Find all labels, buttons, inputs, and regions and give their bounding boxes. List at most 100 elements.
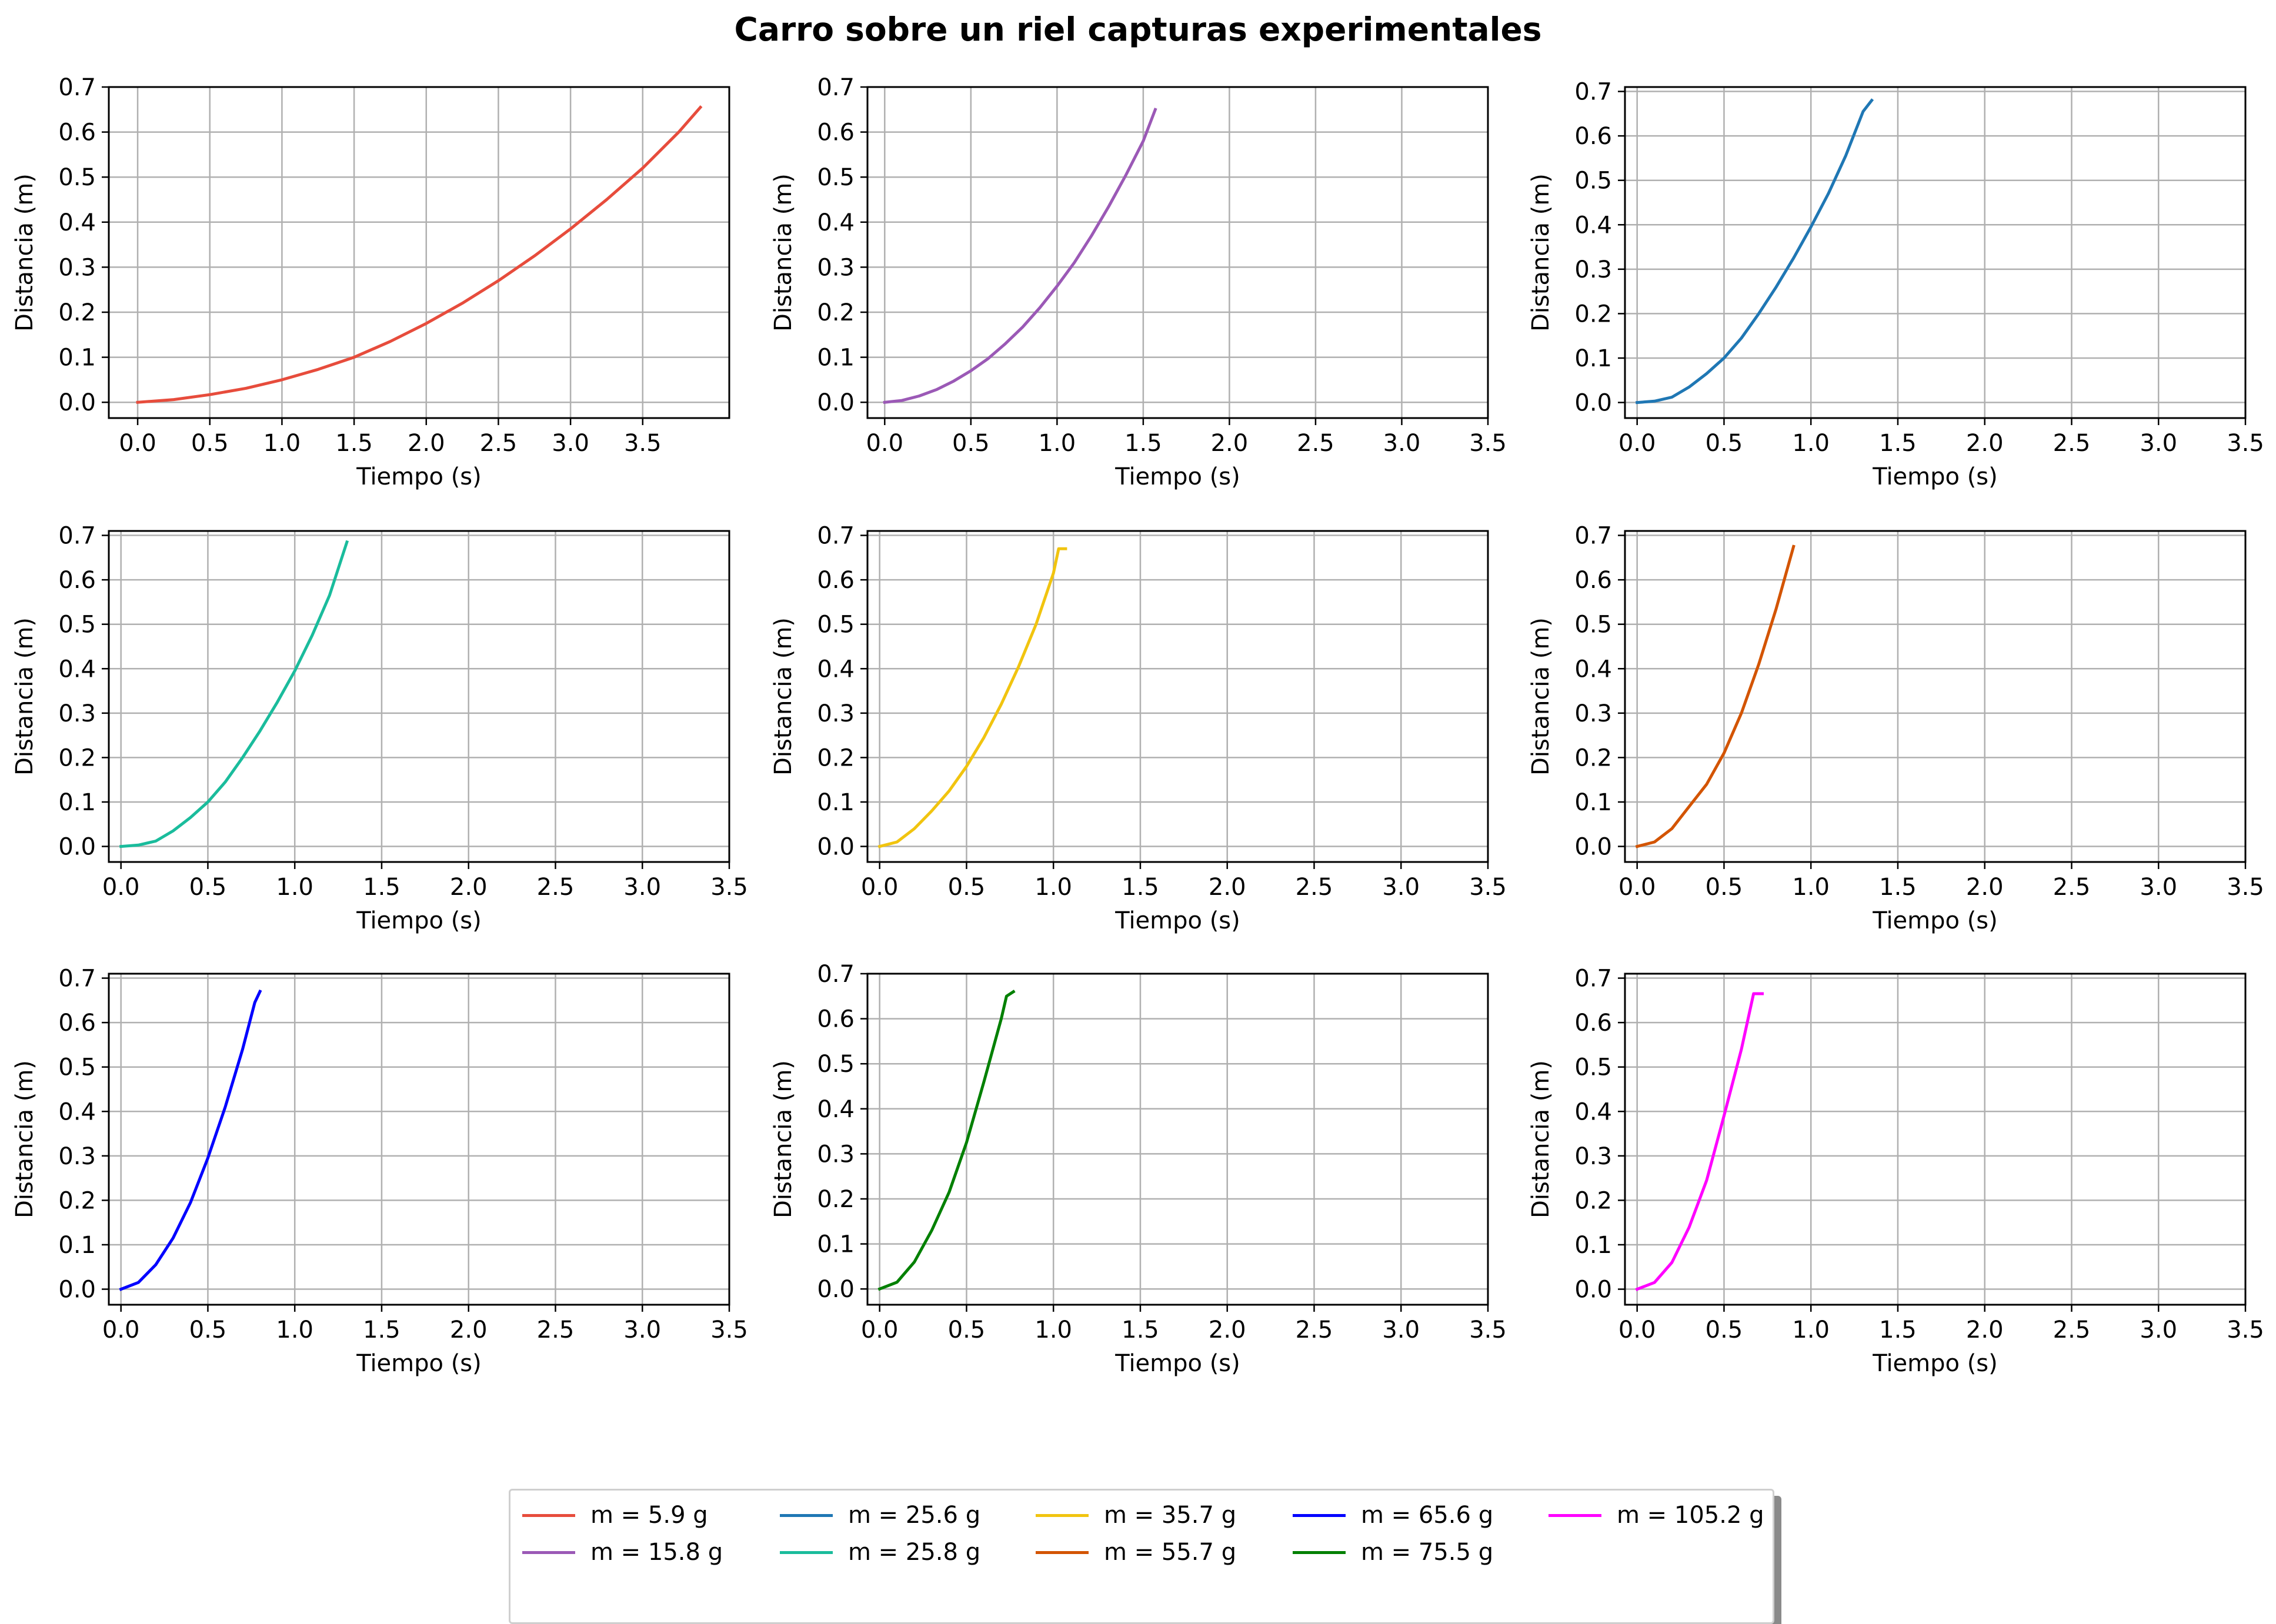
x-tick-label: 1.5 [335, 430, 373, 457]
x-tick-label: 2.5 [2053, 874, 2091, 901]
x-axis-label: Tiempo (s) [1114, 907, 1240, 934]
x-tick-label: 1.0 [1792, 1316, 1830, 1344]
x-tick-label: 0.0 [1618, 430, 1656, 457]
y-tick-label: 0.3 [817, 254, 855, 281]
x-tick-label: 0.5 [948, 1316, 986, 1344]
y-axis-label: Distancia (m) [1527, 617, 1554, 776]
x-tick-label: 3.5 [624, 430, 662, 457]
x-tick-label: 0.5 [189, 874, 227, 901]
series-line [883, 108, 1157, 404]
legend-entry: m = 25.6 g [780, 1498, 980, 1533]
x-tick-label: 2.0 [1209, 874, 1246, 901]
legend-entry: m = 15.8 g [522, 1535, 723, 1570]
y-tick-label: 0.7 [58, 965, 96, 993]
series-line [119, 989, 262, 1291]
x-tick-label: 2.0 [1209, 1316, 1246, 1344]
x-tick-label: 3.5 [710, 874, 748, 901]
y-axis-label: Distancia (m) [11, 173, 38, 332]
legend-label: m = 55.7 g [1104, 1539, 1237, 1566]
axes-frame [866, 530, 1489, 863]
x-tick-label: 1.5 [1879, 874, 1917, 901]
y-tick-label: 0.4 [817, 209, 855, 236]
subplot-4: 0.0 0.5 1.0 1.5 2.0 2.5 3.0 3.5 0.0 0.1 0.2 0.3 0.4 0… [11, 523, 748, 934]
series-line [1635, 992, 1764, 1291]
legend-swatch [1036, 1551, 1089, 1554]
x-tick-label: 3.5 [2227, 874, 2264, 901]
x-tick-label: 2.0 [1966, 430, 2004, 457]
x-tick-label: 2.5 [480, 430, 518, 457]
legend-label: m = 65.6 g [1361, 1502, 1494, 1529]
y-tick-label: 0.2 [58, 299, 96, 326]
legend: m = 5.9 g m = 15.8 g m = 25.6 g m = 25.8 g m… [509, 1489, 1774, 1624]
y-tick-label: 0.4 [58, 656, 96, 683]
x-tick-label: 1.5 [363, 1316, 401, 1344]
y-tick-label: 0.7 [817, 523, 855, 550]
y-tick-label: 0.2 [1574, 300, 1612, 328]
y-tick-label: 0.5 [817, 164, 855, 191]
x-tick-label: 0.5 [189, 1316, 227, 1344]
subplot-5: 0.0 0.5 1.0 1.5 2.0 2.5 3.0 3.5 0.0 0.1 0.2 0.3 0.4 0… [770, 523, 1507, 934]
x-tick-label: 0.0 [1618, 1316, 1656, 1344]
y-tick-label: 0.0 [817, 389, 855, 416]
y-tick-label: 0.7 [58, 523, 96, 550]
x-tick-label: 2.5 [2053, 430, 2091, 457]
legend-entry: m = 55.7 g [1036, 1535, 1236, 1570]
x-tick-label: 0.0 [119, 430, 156, 457]
y-tick-label: 0.3 [817, 700, 855, 727]
y-tick-label: 0.2 [1574, 1187, 1612, 1214]
x-tick-label: 1.5 [1879, 1316, 1917, 1344]
x-tick-label: 1.5 [1122, 874, 1159, 901]
series-line [1635, 544, 1796, 848]
x-tick-label: 2.0 [1211, 430, 1249, 457]
y-tick-label: 0.2 [817, 744, 855, 771]
x-axis-label: Tiempo (s) [1872, 907, 1998, 934]
y-tick-label: 0.0 [817, 834, 855, 861]
x-tick-label: 0.5 [191, 430, 229, 457]
y-tick-label: 0.4 [1574, 656, 1612, 683]
y-tick-label: 0.3 [1574, 256, 1612, 283]
subplot-1: 0.0 0.5 1.0 1.5 2.0 2.5 3.0 3.5 0.0 0.1 0.2 0.3 0.4 0… [11, 74, 730, 490]
x-tick-label: 1.0 [1039, 430, 1076, 457]
y-tick-label: 0.6 [1574, 1010, 1612, 1037]
x-tick-label: 3.0 [2140, 1316, 2177, 1344]
x-tick-label: 3.0 [623, 874, 661, 901]
y-axis-label: Distancia (m) [1527, 173, 1554, 332]
x-tick-label: 1.5 [363, 874, 401, 901]
y-tick-label: 0.4 [817, 656, 855, 683]
x-tick-label: 1.5 [1124, 430, 1162, 457]
legend-entry: m = 75.5 g [1293, 1535, 1493, 1570]
y-tick-label: 0.6 [1574, 123, 1612, 150]
y-axis-label: Distancia (m) [770, 1060, 797, 1218]
y-tick-label: 0.0 [817, 1276, 855, 1303]
legend-label: m = 25.6 g [848, 1502, 981, 1529]
x-tick-label: 3.0 [552, 430, 589, 457]
y-axis-label: Distancia (m) [11, 617, 38, 776]
x-tick-label: 2.5 [537, 874, 575, 901]
x-tick-label: 2.0 [408, 430, 445, 457]
y-tick-label: 0.6 [1574, 567, 1612, 594]
y-axis-label: Distancia (m) [1527, 1060, 1554, 1218]
legend-entry: m = 35.7 g [1036, 1498, 1236, 1533]
x-tick-label: 1.5 [1122, 1316, 1159, 1344]
y-axis-label: Distancia (m) [11, 1060, 38, 1218]
y-axis-label: Distancia (m) [770, 617, 797, 776]
y-tick-label: 0.6 [817, 1006, 855, 1033]
legend-label: m = 105.2 g [1617, 1502, 1764, 1529]
x-tick-label: 0.5 [952, 430, 990, 457]
x-tick-label: 0.0 [866, 430, 903, 457]
y-tick-label: 0.2 [817, 299, 855, 326]
x-tick-label: 3.0 [2140, 430, 2177, 457]
y-tick-label: 0.6 [817, 119, 855, 146]
subplot-7: 0.0 0.5 1.0 1.5 2.0 2.5 3.0 3.5 0.0 0.1 0.2 0.3 0.4 0… [11, 965, 748, 1377]
y-tick-label: 0.2 [1574, 744, 1612, 771]
x-tick-label: 0.0 [1618, 874, 1656, 901]
y-tick-label: 0.6 [58, 1010, 96, 1037]
y-tick-label: 0.2 [58, 1187, 96, 1214]
axes-frame [108, 86, 730, 419]
x-tick-label: 0.5 [1706, 430, 1743, 457]
y-tick-label: 0.6 [817, 567, 855, 594]
y-tick-label: 0.5 [1574, 1054, 1612, 1081]
x-tick-label: 0.5 [1706, 1316, 1743, 1344]
y-tick-label: 0.1 [817, 789, 855, 816]
legend-label: m = 5.9 g [590, 1502, 708, 1529]
